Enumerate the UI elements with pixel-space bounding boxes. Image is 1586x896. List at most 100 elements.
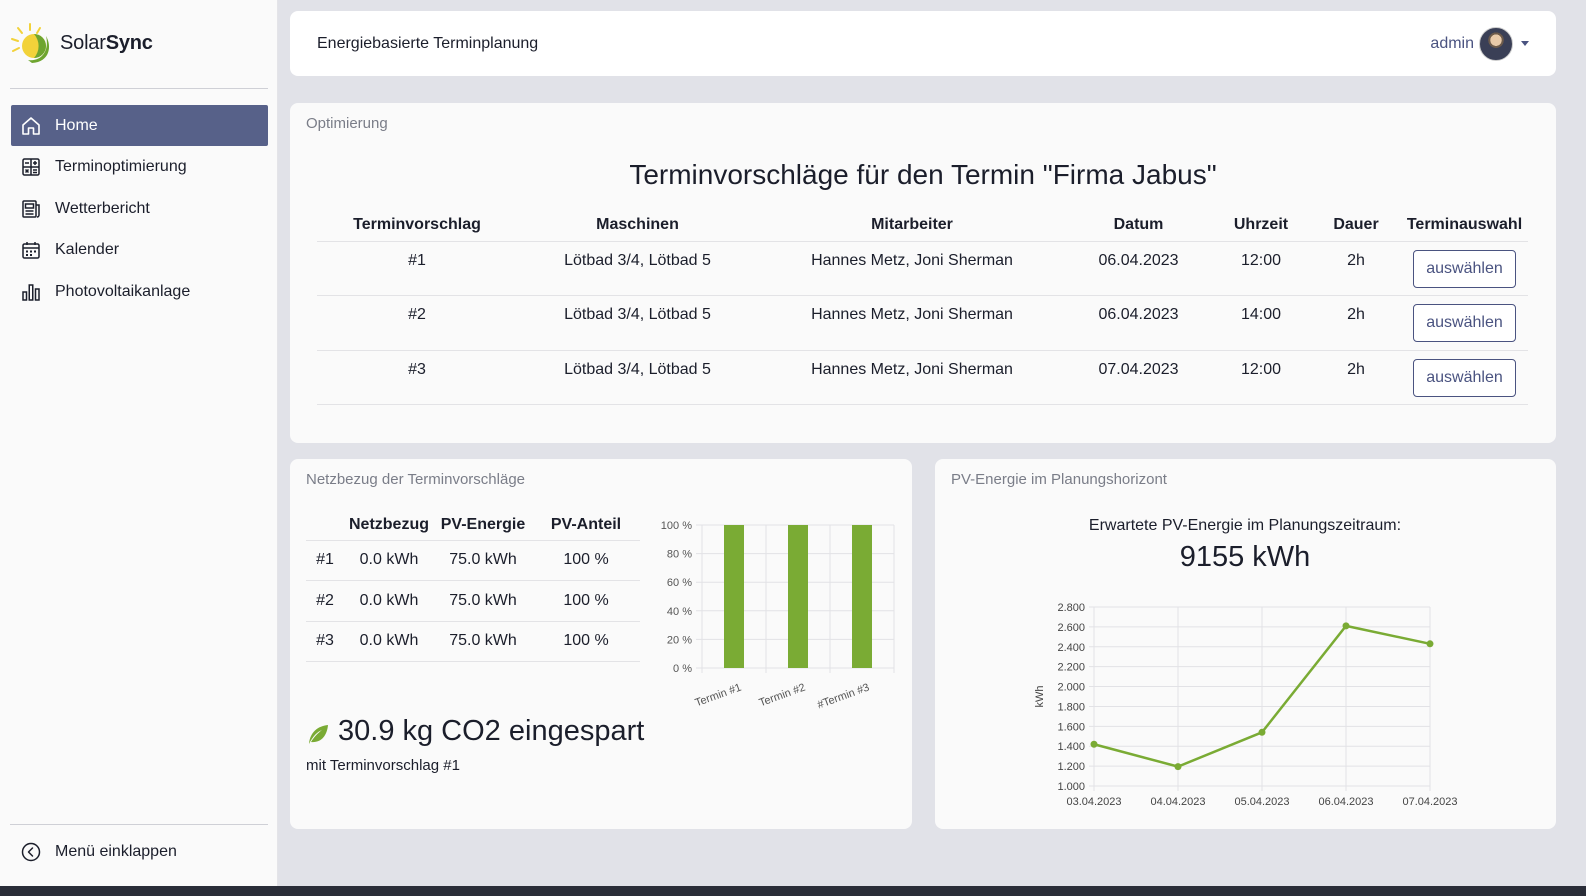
- x-tick-label: 07.04.2023: [1402, 796, 1457, 808]
- sidebar-item-label: Photovoltaikanlage: [55, 282, 191, 300]
- cell-duration: 2h: [1311, 349, 1401, 405]
- y-tick-label: 100 %: [661, 520, 692, 532]
- window-bottom-edge: [0, 886, 1586, 896]
- bar: [788, 525, 808, 668]
- y-tick-label: 20 %: [667, 634, 692, 646]
- user-menu[interactable]: admin: [1430, 26, 1529, 61]
- cell-time: 12:00: [1211, 349, 1311, 405]
- pv-energy-card: PV-Energie im Planungshorizont Erwartete…: [935, 459, 1556, 829]
- cell-date: 06.04.2023: [1066, 295, 1211, 350]
- cell-id: #1: [317, 240, 517, 296]
- column-header: Terminvorschlag: [353, 215, 481, 233]
- cell-share: 100 %: [532, 620, 640, 663]
- cell-action: auswählen: [1401, 349, 1528, 405]
- y-tick-label: 2.200: [1057, 662, 1085, 674]
- y-tick-label: 1.600: [1057, 721, 1085, 733]
- table-row: #2 0.0 kWh 75.0 kWh 100 %: [306, 580, 640, 622]
- cell-id: #2: [317, 295, 517, 350]
- sun-logo-icon: [11, 23, 50, 63]
- avatar: [1479, 26, 1513, 61]
- column-header: Netzbezug: [349, 515, 429, 533]
- calculator-icon: [21, 157, 41, 177]
- select-button[interactable]: auswählen: [1413, 249, 1516, 288]
- card-title: Optimierung: [306, 115, 388, 132]
- cell-machines: Lötbad 3/4, Lötbad 5: [517, 240, 758, 296]
- select-button[interactable]: auswählen: [1413, 358, 1516, 397]
- cell-staff: Hannes Metz, Joni Sherman: [758, 240, 1066, 296]
- data-point: [1426, 640, 1434, 648]
- sidebar-item-terminoptimierung[interactable]: Terminoptimierung: [11, 147, 268, 188]
- cell-staff: Hannes Metz, Joni Sherman: [758, 349, 1066, 405]
- brand-logo[interactable]: SolarSync: [10, 22, 153, 64]
- column-header: Dauer: [1333, 215, 1379, 233]
- y-tick-label: 1.000: [1057, 781, 1085, 793]
- sidebar-item-wetterbericht[interactable]: Wetterbericht: [11, 188, 268, 229]
- top-header: Energiebasierte Terminplanung admin: [290, 11, 1556, 76]
- card-title: PV-Energie im Planungshorizont: [951, 471, 1167, 488]
- x-tick-label: #Termin #3: [816, 682, 871, 712]
- cell-id: #3: [306, 620, 344, 663]
- cell-pv: 75.0 kWh: [434, 539, 532, 581]
- table-row: #1 Lötbad 3/4, Lötbad 5 Hannes Metz, Jon…: [317, 240, 1528, 296]
- select-button[interactable]: auswählen: [1413, 304, 1516, 342]
- table-header-row: Terminvorschlag Maschinen Mitarbeiter Da…: [317, 213, 1528, 241]
- sidebar-item-label: Wetterbericht: [55, 199, 150, 217]
- pv-energy-total: 9155 kWh: [1179, 541, 1311, 573]
- page-title: Energiebasierte Terminplanung: [317, 34, 539, 52]
- data-point: [1090, 740, 1098, 748]
- cell-grid: 0.0 kWh: [344, 539, 434, 581]
- y-tick-label: 1.200: [1057, 761, 1085, 773]
- y-tick-label: 2.400: [1057, 642, 1085, 654]
- appointment-table: Terminvorschlag Maschinen Mitarbeiter Da…: [317, 213, 1528, 405]
- co2-savings-subtext: mit Terminvorschlag #1: [306, 757, 460, 774]
- cell-pv: 75.0 kWh: [434, 580, 532, 622]
- leaf-icon: [309, 724, 328, 744]
- sidebar-item-photovoltaikanlage[interactable]: Photovoltaikanlage: [11, 271, 268, 312]
- sidebar-item-kalender[interactable]: Kalender: [11, 230, 268, 271]
- sidebar-item-label: Home: [55, 116, 98, 134]
- table-row: #3 Lötbad 3/4, Lötbad 5 Hannes Metz, Jon…: [317, 349, 1528, 405]
- sidebar: SolarSync Home Terminoptimierung Wetterb…: [0, 0, 278, 886]
- y-tick-label: 2.800: [1057, 602, 1085, 614]
- bar-chart-icon: [21, 282, 41, 302]
- y-tick-label: 80 %: [667, 549, 692, 561]
- cell-grid: 0.0 kWh: [344, 620, 434, 663]
- cell-id: #1: [306, 539, 344, 581]
- calendar-icon: [21, 240, 41, 260]
- cell-duration: 2h: [1311, 295, 1401, 350]
- pv-energy-line-chart: 1.000 1.200 1.400 1.600 1.800 2.000 2.200 2.400…: [1034, 602, 1458, 808]
- y-tick-label: 1.800: [1057, 701, 1085, 713]
- sidebar-divider: [10, 88, 268, 89]
- card-title: Netzbezug der Terminvorschläge: [306, 471, 526, 488]
- cell-time: 14:00: [1211, 295, 1311, 350]
- bar: [852, 525, 872, 668]
- cell-action: auswählen: [1401, 240, 1528, 296]
- sidebar-divider: [10, 824, 268, 825]
- table-row: #2 Lötbad 3/4, Lötbad 5 Hannes Metz, Jon…: [317, 295, 1528, 350]
- x-tick-label: 04.04.2023: [1150, 796, 1205, 808]
- cell-machines: Lötbad 3/4, Lötbad 5: [517, 349, 758, 405]
- y-tick-label: 60 %: [667, 577, 692, 589]
- cell-pv: 75.0 kWh: [434, 620, 532, 663]
- column-header: Datum: [1113, 215, 1164, 233]
- chevron-left-circle-icon: [21, 842, 41, 862]
- cell-share: 100 %: [532, 539, 640, 581]
- column-header: Uhrzeit: [1233, 215, 1289, 233]
- optimization-card: Optimierung Terminvorschläge für den Ter…: [290, 103, 1556, 443]
- cell-duration: 2h: [1311, 240, 1401, 296]
- co2-savings-text: 30.9 kg CO2 eingespart: [338, 715, 645, 747]
- y-tick-label: 2.600: [1057, 622, 1085, 634]
- home-icon: [21, 116, 41, 136]
- collapse-menu-label: Menü einklappen: [55, 843, 177, 860]
- x-tick-label: Termin #1: [694, 682, 743, 710]
- table-row: #3 0.0 kWh 75.0 kWh 100 %: [306, 620, 640, 663]
- table-row: #1 0.0 kWh 75.0 kWh 100 %: [306, 539, 640, 581]
- x-tick-label: 03.04.2023: [1066, 796, 1121, 808]
- user-name: admin: [1430, 34, 1474, 52]
- sidebar-item-home[interactable]: Home: [11, 105, 268, 146]
- collapse-menu-button[interactable]: Menü einklappen: [11, 832, 268, 872]
- y-tick-label: 0 %: [673, 663, 692, 675]
- cell-share: 100 %: [532, 580, 640, 622]
- column-header: Maschinen: [596, 215, 679, 233]
- cell-id: #3: [317, 349, 517, 405]
